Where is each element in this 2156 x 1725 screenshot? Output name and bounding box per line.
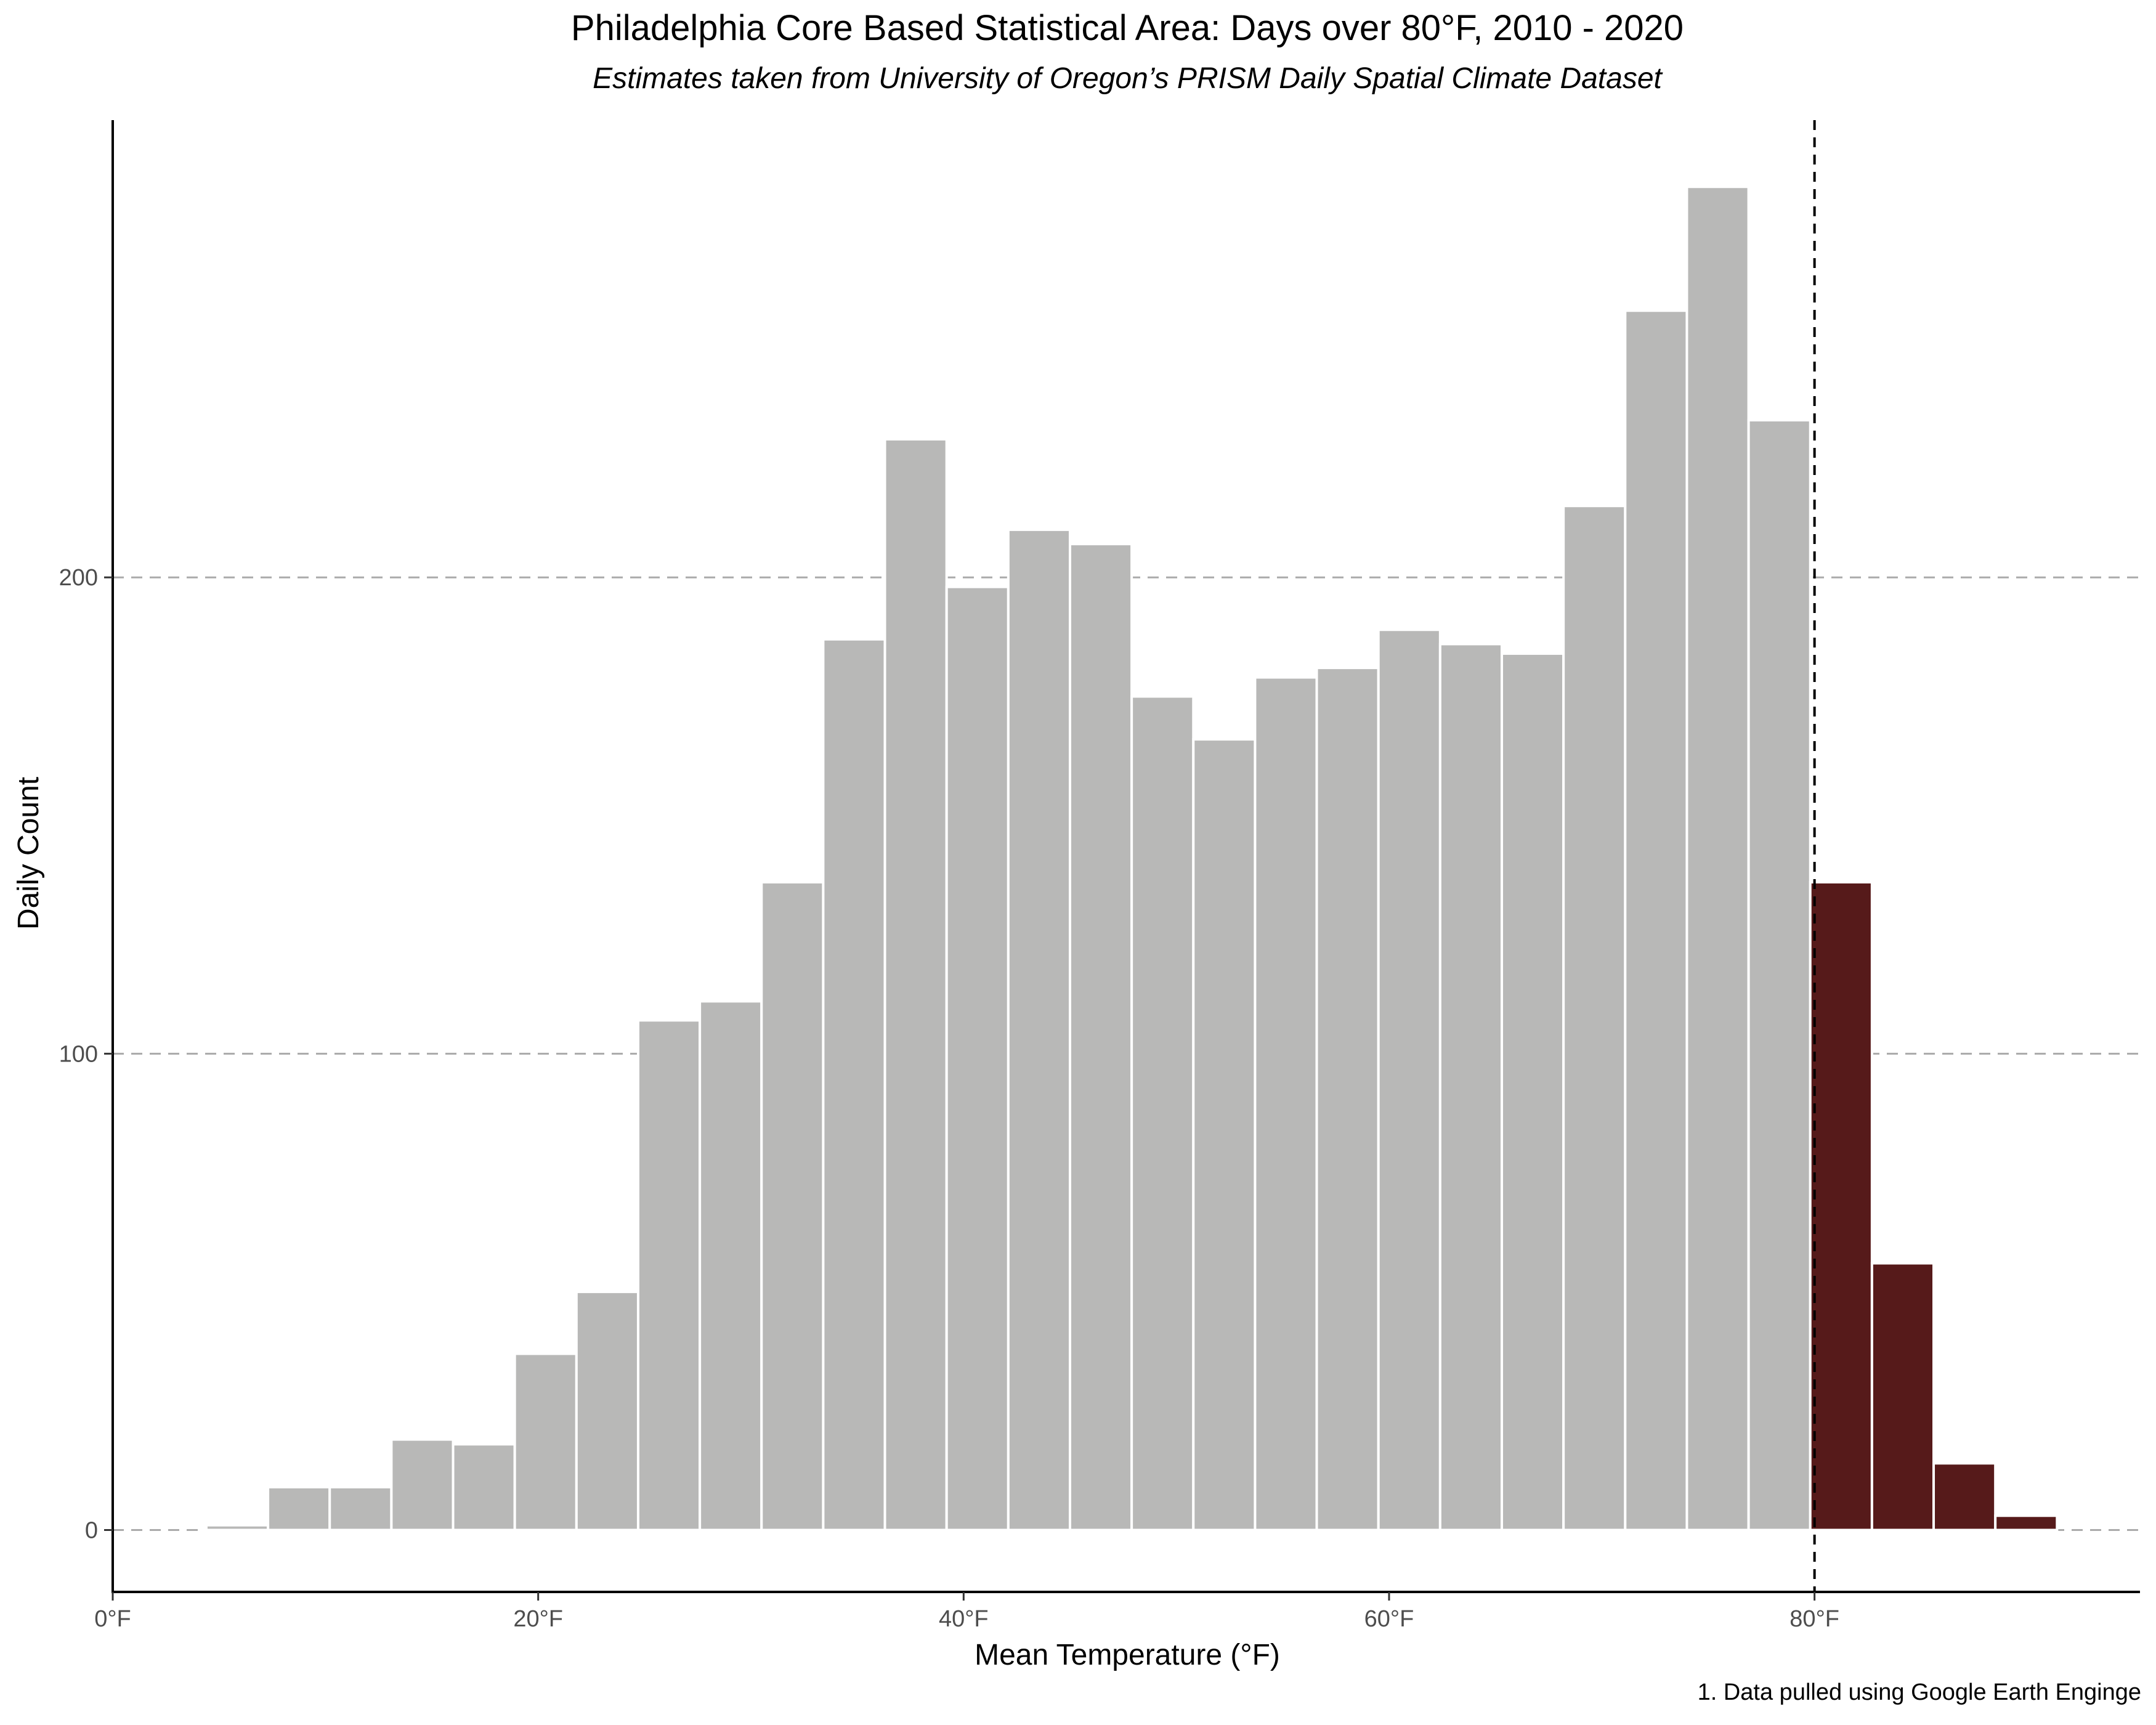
histogram-bar bbox=[1377, 628, 1441, 1532]
histogram-bar bbox=[945, 585, 1010, 1532]
x-axis-label: Mean Temperature (°F) bbox=[975, 1639, 1280, 1671]
histogram-bar bbox=[1994, 1514, 2059, 1532]
histogram-bar bbox=[883, 438, 948, 1532]
histogram-bar bbox=[1747, 419, 1812, 1532]
tick-labels: 0°F 20°F 40°F 60°F 80°F 0 100 200 bbox=[59, 565, 1839, 1632]
histogram-bar bbox=[1870, 1262, 1935, 1532]
axes bbox=[104, 120, 2140, 1601]
histogram-bar bbox=[699, 1000, 763, 1532]
histogram-bars bbox=[205, 185, 2059, 1532]
y-tick-label: 100 bbox=[59, 1041, 98, 1067]
histogram-bar bbox=[760, 881, 825, 1532]
chart-subtitle: Estimates taken from University of Orego… bbox=[593, 62, 1662, 95]
y-axis-label: Daily Count bbox=[12, 777, 45, 930]
y-tick-label: 0 bbox=[85, 1517, 98, 1543]
histogram-bar bbox=[1254, 676, 1318, 1532]
x-tick-label: 60°F bbox=[1364, 1606, 1414, 1632]
histogram-bar bbox=[1315, 667, 1380, 1532]
histogram-bar bbox=[1438, 643, 1504, 1532]
histogram-bar bbox=[1192, 738, 1257, 1532]
histogram-bar bbox=[1624, 309, 1688, 1532]
histogram-bar bbox=[452, 1443, 516, 1532]
x-tick-label: 0°F bbox=[94, 1606, 131, 1632]
histogram-bar bbox=[1562, 505, 1627, 1532]
histogram-bar bbox=[267, 1485, 331, 1532]
histogram-bar bbox=[1068, 543, 1133, 1532]
y-tick-label: 200 bbox=[59, 565, 98, 591]
histogram-bar bbox=[513, 1352, 578, 1532]
x-tick-label: 20°F bbox=[513, 1606, 563, 1632]
histogram-bar bbox=[205, 1524, 270, 1532]
x-tick-label: 40°F bbox=[939, 1606, 989, 1632]
histogram-bar bbox=[1685, 185, 1750, 1532]
histogram-bar bbox=[328, 1485, 393, 1532]
chart-caption: 1. Data pulled using Google Earth Enging… bbox=[1697, 1679, 2141, 1705]
histogram-bar bbox=[390, 1438, 455, 1532]
histogram-bar bbox=[1130, 695, 1195, 1532]
histogram-bar bbox=[575, 1290, 639, 1532]
histogram-bar bbox=[1007, 528, 1071, 1532]
histogram-bar bbox=[822, 638, 886, 1532]
histogram-bar bbox=[1932, 1462, 1997, 1532]
histogram-bar bbox=[1501, 652, 1565, 1532]
histogram-bar bbox=[636, 1019, 702, 1532]
histogram-bar bbox=[1809, 881, 1873, 1532]
x-tick-label: 80°F bbox=[1789, 1606, 1839, 1632]
chart-title: Philadelphia Core Based Statistical Area… bbox=[570, 8, 1684, 48]
